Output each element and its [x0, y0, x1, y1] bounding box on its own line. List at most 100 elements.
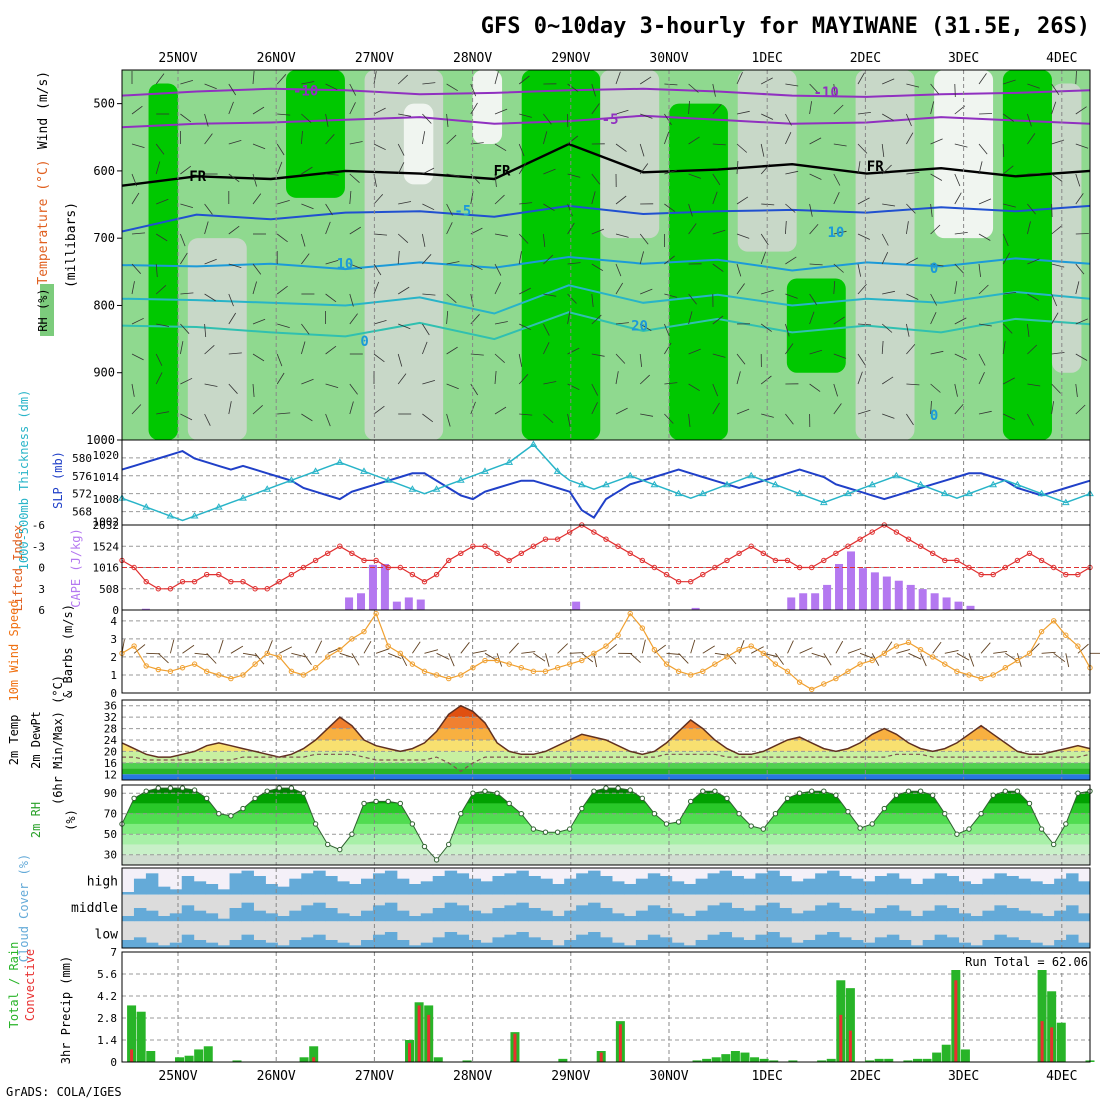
- rh-tick-label: 30: [104, 849, 117, 862]
- wind-barb: [954, 403, 964, 415]
- li-point: [833, 550, 839, 557]
- rh-point: [409, 821, 416, 827]
- cape-bar: [572, 601, 581, 610]
- date-label-top: 3DEC: [948, 51, 979, 66]
- wind-barb: [543, 323, 550, 336]
- rh-point: [385, 798, 391, 805]
- wind-barb: [204, 413, 211, 426]
- cape-li-panel: -6 -3 0 3 6 2032 1524 1016 508 0 Lifted Index CAPE …: [11, 519, 1093, 617]
- li-point: [724, 557, 730, 564]
- wind-tick-label: 1: [110, 669, 117, 682]
- wind-barb: [182, 644, 195, 654]
- wind-barb: [155, 161, 161, 175]
- wind-barb: [349, 383, 358, 395]
- temp-band: [122, 740, 1090, 752]
- wind-barb: [881, 143, 885, 157]
- wind-barb: [785, 256, 797, 265]
- wind-speed-point: [1026, 650, 1033, 657]
- cloud-bar: [349, 945, 362, 948]
- wind-barb: [301, 81, 315, 85]
- wind-barb: [349, 190, 352, 205]
- wind-barb: [688, 383, 700, 392]
- thickness-point: [1061, 498, 1070, 506]
- wind-speed-point: [554, 665, 561, 671]
- cape-bar: [882, 576, 891, 610]
- rh-point: [167, 785, 174, 791]
- wind-barb: [1051, 225, 1062, 235]
- cloud-bar: [767, 870, 780, 895]
- wind-barb: [1027, 293, 1039, 301]
- millibars-label: (millibars): [64, 202, 79, 288]
- wind-barb: [785, 293, 798, 299]
- date-label-bottom: 4DEC: [1046, 1069, 1077, 1084]
- wind-barb: [567, 293, 577, 304]
- wind-barb: [906, 383, 920, 386]
- wind-barb: [1077, 643, 1089, 654]
- cloud-bar: [922, 878, 936, 895]
- wind-speed-point: [191, 661, 198, 667]
- wind-speed-point: [228, 675, 234, 682]
- wind-barb: [615, 407, 628, 415]
- wind-speed-point: [893, 643, 900, 649]
- rh-band: [122, 854, 1090, 865]
- wind-barb: [930, 263, 944, 267]
- precip-tick-label: 1.4: [97, 1034, 117, 1047]
- cloud-bar: [289, 878, 302, 895]
- wind-barb: [519, 287, 531, 295]
- wind-barb: [978, 353, 986, 366]
- wind-barb: [470, 401, 476, 415]
- wind-barb: [978, 410, 992, 415]
- wind-barb: [276, 143, 285, 156]
- cloud-bar: [516, 932, 529, 948]
- wind-barb: [277, 200, 290, 205]
- cloud-bar: [994, 873, 1007, 895]
- cloud-bar: [600, 876, 613, 895]
- wind-barb: [518, 143, 525, 157]
- cloud-bar: [647, 905, 661, 922]
- precip-convective-bar: [312, 1057, 316, 1062]
- cape-bar: [918, 589, 927, 610]
- cloud-bar: [349, 884, 362, 895]
- cloud-bar: [157, 886, 171, 895]
- precip-convective-label: Convective: [23, 949, 37, 1021]
- li-tick-label: 3: [38, 583, 45, 596]
- cloud-bar: [325, 940, 338, 948]
- cloud-bar: [492, 937, 505, 948]
- wind-barb: [557, 643, 569, 654]
- cloud-bar: [217, 918, 231, 922]
- wind-barb: [1075, 353, 1088, 361]
- cloud-bar: [695, 878, 709, 895]
- wind-barb: [954, 281, 958, 295]
- wind-barb: [422, 113, 432, 124]
- wind-barb: [882, 78, 895, 85]
- thickness-point: [723, 480, 731, 488]
- precip-total-bar: [845, 988, 855, 1062]
- rh-point: [567, 826, 573, 832]
- li-point: [518, 550, 524, 557]
- cloud-bar: [827, 902, 840, 922]
- wind-barb: [809, 83, 819, 94]
- wind-barb: [131, 173, 138, 187]
- wind-barb: [954, 83, 956, 98]
- wind-barb: [1002, 323, 1013, 334]
- wind-barb: [315, 640, 323, 654]
- wind-barb: [228, 312, 237, 325]
- wind-barb: [639, 163, 649, 175]
- thickness-point: [432, 485, 441, 492]
- cloud-bar: [1066, 873, 1079, 895]
- wind-barb: [688, 348, 701, 355]
- wind-barb: [760, 163, 771, 175]
- cloud-bar: [492, 908, 505, 922]
- wind-barb: [397, 162, 405, 175]
- cape-bar: [954, 601, 963, 610]
- wind-barb: [204, 383, 218, 387]
- wind-barb: [301, 113, 312, 123]
- cloud-bar: [241, 902, 254, 922]
- rh-point: [349, 831, 355, 837]
- wind-barb: [1027, 173, 1041, 175]
- wind-barb: [809, 293, 818, 306]
- wind-barb: [1051, 312, 1059, 325]
- wind-barb: [688, 311, 693, 325]
- cloud-bar: [1042, 884, 1055, 895]
- wind-barb: [252, 106, 265, 115]
